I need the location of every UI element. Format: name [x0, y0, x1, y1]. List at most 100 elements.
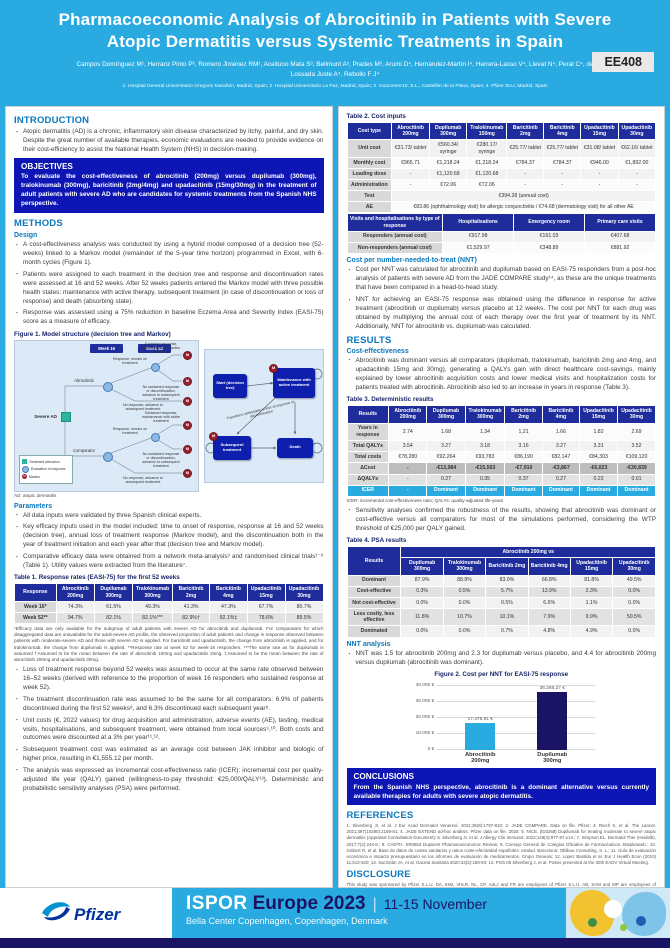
figure1: Week 16 Week 52 Severe AD Abrocitinib Co…	[14, 339, 324, 492]
table-header-cell: Baricitinib 2mg	[504, 405, 543, 424]
markov-marker-icon: M	[183, 377, 192, 387]
table-header-cell: Tralokinumab 300mg	[464, 405, 506, 424]
table-cell: -	[506, 167, 545, 181]
table-cell: 0.27	[541, 473, 581, 486]
footer-brand-area: Pfizer	[0, 888, 172, 938]
table3-caption: Table 3. Deterministic results	[346, 396, 434, 404]
event-title: ISPOR Europe 2023 | 11-15 November	[186, 893, 566, 915]
list-item: Subsequent treatment cost was estimated …	[16, 746, 323, 764]
y-tick-label: 20.000 €	[415, 715, 435, 721]
table-cell: -€15,503	[464, 462, 506, 475]
markov-marker-icon: M	[183, 469, 192, 479]
table-cell: 3.18	[464, 440, 506, 453]
table-header-cell: Baricitinib 2mg	[171, 583, 211, 602]
table-cell: 80.7%	[284, 600, 324, 613]
table-cell: €394.28 (annual cost)	[391, 190, 656, 203]
left-column: INTRODUCTION Atopic dermatitis (AD) is a…	[5, 106, 333, 888]
table-cell: ΔQALYs	[346, 473, 390, 486]
table-cell: Week 16*	[14, 600, 57, 613]
markov-marker-icon: M	[269, 363, 279, 373]
event-location: Bella Center Copenhagen, Copenhagen, Den…	[186, 916, 388, 926]
table-row: Loading dose - €1,120.68 €1,120.68- - - -	[346, 167, 657, 181]
markov-marker-icon: M	[209, 431, 219, 441]
table-cell: 81.8%	[569, 574, 614, 587]
bar-group-abrocitinib: 17.478,91 €	[457, 686, 503, 751]
table-cell: 2.74	[388, 422, 428, 442]
table-cell: Loading dose	[346, 167, 393, 181]
table2-cost-inputs: Cost type Abrocitinib 200mg Dupilumab 300m…	[346, 121, 657, 214]
table-cell: Dominant	[504, 484, 543, 497]
table-cell: 0.01	[617, 473, 656, 486]
markov-maintenance-state: Maintenance with active treatment	[273, 367, 316, 398]
list-item: All data inputs were validated by three …	[16, 512, 324, 521]
table-cell: €93,783	[464, 451, 506, 464]
nnt-analysis-bullets: NNT was 1.5 for abrocitinib 200mg and 2.…	[347, 650, 656, 668]
table-row: Administration - €72.06 €72.06- - - -	[346, 179, 657, 192]
design-subheading: Design	[14, 232, 38, 240]
table-cell: 50.5%	[612, 607, 656, 627]
table1-footnote: *Efficacy data are only available for th…	[14, 625, 324, 662]
table-cell: 1.1%	[569, 596, 614, 609]
gridline: 40.000 €	[416, 683, 596, 688]
table-row: Results Abrocitinib 200mg Dupilumab 300mg T…	[346, 405, 656, 424]
cost-per-nnt-subheading: Cost per number-needed-to-treat (NNT)	[346, 257, 477, 265]
table-cell: Dominant	[464, 484, 506, 497]
table-cell: ICER	[346, 484, 390, 497]
disclosure-text: This study was sponsored by Pfizer S.L.U…	[346, 882, 657, 888]
y-tick-label: 40.000 €	[415, 683, 435, 689]
table-cell: AE	[346, 201, 393, 214]
sustained-response-label: Sustained response, maintenance with act…	[141, 341, 181, 355]
gridline: 20.000 €	[416, 715, 596, 720]
table3-footnote: ICER: incremental cost-effectiveness rat…	[346, 497, 504, 503]
table2-caption: Table 2. Cost inputs	[346, 113, 406, 120]
table-cell: -	[391, 167, 430, 181]
table-header-cell: Abrocitinib 200mg	[55, 583, 95, 602]
table-cell: 82.1%	[93, 611, 134, 624]
table-cell: 7.9%	[527, 607, 571, 627]
table-cell: €82,147	[541, 451, 581, 464]
evaluation-legend-icon	[22, 465, 29, 473]
table-cell: 6.6%	[527, 596, 571, 609]
legend-item: M Markov	[22, 474, 70, 480]
list-item: A cost-effectiveness analysis was conduc…	[16, 241, 323, 268]
table-cell: €31.73/ tablet	[391, 139, 430, 158]
table-cell: 0.0%	[612, 596, 656, 609]
bar-group-dupilumab: 36.266,27 €	[529, 686, 575, 751]
table-header-cell: Abrocitinib 200mg vs	[400, 546, 656, 559]
objectives-box: OBJECTIVES To evaluate the cost-effectiv…	[14, 157, 324, 213]
artwork-head-right	[622, 892, 666, 936]
table-cell: 10.1%	[485, 607, 529, 627]
table-header-cell: Baricitinib 2mg	[485, 557, 529, 576]
table-row: Dominant 87.9% 88.8% 83.0% 66.8% 81.8% 49.5%	[346, 574, 656, 587]
table-cell: 2.3%	[569, 585, 614, 598]
table-row: ΔCost - -€13,984 -€15,503 -€7,910 -€3,867 -€6,…	[346, 462, 656, 475]
response-remain-label: Response, remain on treatment	[112, 426, 148, 436]
table-cell: 89.5%	[284, 611, 324, 624]
table-cell: Dominant	[541, 484, 581, 497]
decision-tree-lines	[64, 354, 182, 474]
table3-deterministic-results: Results Abrocitinib 200mg Dupilumab 300mg T…	[346, 405, 657, 497]
week16-chip: Week 16	[90, 343, 123, 353]
conclusions-box: CONCLUSIONS From the Spanish NHS perspec…	[346, 768, 656, 806]
table-header-cell: Tralokinumab 300mg	[442, 557, 487, 576]
table-header-cell: Results	[346, 546, 402, 576]
affiliations-line: 1. Hospital General Universitario Gregor…	[122, 84, 548, 90]
poster-title: Pharmacoeconomic Analysis of Abrocitinib…	[0, 9, 670, 53]
table-cell: €560.34/ syringe	[428, 139, 468, 158]
table-cell: €784.37	[543, 156, 582, 170]
design-bullets: A cost-effectiveness analysis was conduc…	[14, 241, 323, 327]
table-cell: Responders (annual cost)	[346, 230, 444, 243]
table-header-cell: Abrocitinib 200mg	[388, 405, 428, 424]
cost-effectiveness-bullets: Abrocitinib was dominant versus all comp…	[347, 357, 656, 393]
list-item: Key efficacy inputs used in the model in…	[16, 523, 323, 550]
table-header-cell: Upadacitinib 30mg	[617, 121, 657, 141]
table-cell: -	[388, 473, 428, 486]
list-item: Cost per NNT was calculated for abrociti…	[349, 266, 656, 293]
introduction-heading: INTRODUCTION	[14, 115, 90, 126]
table-cell: €84,303	[579, 451, 619, 464]
artwork-dot	[636, 916, 646, 926]
table-cell: 9.9%	[569, 607, 614, 627]
table-header-cell: Baricitinib 4mg	[543, 121, 582, 141]
table-cell: €1,529.97	[442, 241, 515, 254]
